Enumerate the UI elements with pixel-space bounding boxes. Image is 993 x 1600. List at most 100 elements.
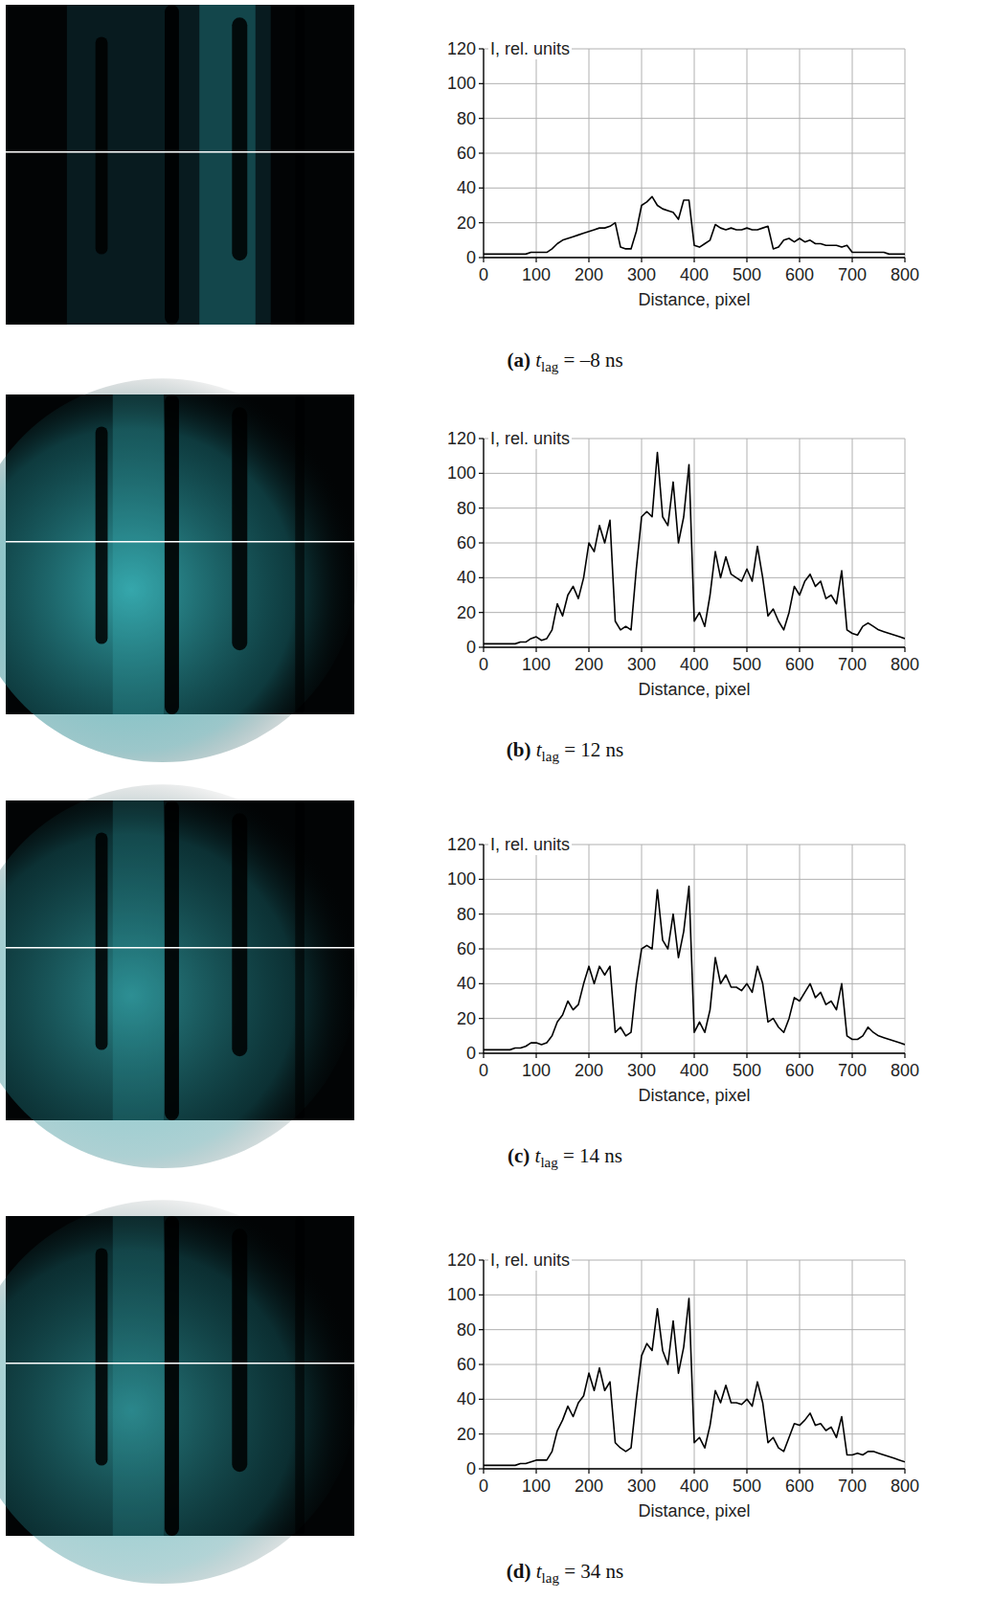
x-tick-label: 100 bbox=[521, 1476, 551, 1496]
y-tick bbox=[478, 1052, 484, 1054]
grid-line-y bbox=[483, 83, 905, 85]
y-tick-label: 80 bbox=[456, 498, 476, 519]
grid-line-y bbox=[483, 187, 905, 189]
x-tick-label: 700 bbox=[837, 654, 867, 675]
bright-band bbox=[112, 1216, 164, 1536]
panel-caption: (d) tlag = 34 ns bbox=[506, 1559, 624, 1586]
x-tick-label: 700 bbox=[837, 1476, 867, 1496]
x-tick bbox=[745, 1468, 747, 1474]
y-tick bbox=[478, 577, 484, 579]
x-tick bbox=[798, 1053, 800, 1059]
y-axis-title: I, rel. units bbox=[490, 835, 570, 855]
x-tick bbox=[535, 1053, 537, 1059]
y-tick bbox=[478, 983, 484, 985]
grid-line-y bbox=[483, 879, 905, 881]
electrode-shadow bbox=[164, 800, 180, 1121]
y-tick bbox=[478, 541, 484, 543]
x-tick-label: 100 bbox=[521, 654, 551, 675]
plot: 0100200300400500600700800020406080100120… bbox=[447, 1249, 920, 1521]
x-axis-title: Distance, pixel bbox=[637, 679, 750, 700]
x-tick-label: 600 bbox=[785, 1476, 814, 1496]
glow bbox=[0, 1199, 359, 1584]
x-tick bbox=[693, 1053, 695, 1059]
y-tick-label: 20 bbox=[456, 1424, 476, 1445]
y-tick-label: 100 bbox=[447, 463, 476, 483]
data-group bbox=[483, 452, 905, 645]
camera-image bbox=[0, 1199, 359, 1584]
electrode-shadow bbox=[95, 1247, 109, 1466]
profile-line bbox=[5, 151, 355, 154]
y-tick-label: 20 bbox=[456, 1009, 476, 1029]
camera-image bbox=[0, 784, 359, 1169]
y-tick-label: 100 bbox=[447, 869, 476, 889]
x-tick bbox=[798, 647, 800, 653]
x-tick bbox=[851, 1468, 853, 1474]
grid-line-y bbox=[483, 473, 905, 474]
camera-image bbox=[5, 4, 355, 325]
caption-subscript: lag bbox=[541, 1570, 561, 1586]
camera-image bbox=[0, 378, 359, 763]
x-tick-label: 300 bbox=[627, 1060, 656, 1081]
y-tick bbox=[478, 1467, 484, 1469]
y-tick-label: 0 bbox=[466, 1043, 476, 1063]
bright-band bbox=[112, 800, 164, 1121]
y-tick-label: 80 bbox=[456, 1320, 476, 1340]
data-group bbox=[483, 1298, 905, 1466]
x-tick-label: 500 bbox=[732, 1060, 762, 1081]
plot: 0100200300400500600700800020406080100120… bbox=[447, 38, 920, 310]
x-tick-label: 0 bbox=[478, 654, 489, 675]
y-tick bbox=[478, 879, 484, 881]
x-tick-label: 800 bbox=[890, 1060, 920, 1081]
intensity-line bbox=[483, 886, 905, 1051]
electrode-shadow bbox=[95, 832, 109, 1050]
y-tick-label: 0 bbox=[466, 1459, 476, 1479]
grid-line-y bbox=[483, 1329, 905, 1331]
y-tick-label: 80 bbox=[456, 109, 476, 129]
label-patch bbox=[488, 834, 572, 856]
grid-line-y bbox=[483, 507, 905, 509]
y-tick-label: 120 bbox=[447, 835, 476, 855]
intensity-line bbox=[483, 196, 905, 254]
electrode-shadow bbox=[231, 1228, 248, 1472]
x-tick bbox=[482, 257, 484, 263]
x-tick bbox=[851, 257, 853, 263]
y-tick-label: 80 bbox=[456, 904, 476, 925]
caption-subscript: lag bbox=[541, 359, 560, 375]
x-tick-label: 600 bbox=[785, 265, 814, 285]
caption-letter: (d) bbox=[506, 1559, 537, 1583]
panel-caption: (c) tlag = 14 ns bbox=[507, 1144, 623, 1171]
y-tick bbox=[478, 611, 484, 613]
y-tick bbox=[478, 152, 484, 154]
grid-line-y bbox=[483, 1294, 905, 1296]
electrode-shadow bbox=[294, 4, 305, 325]
y-tick bbox=[478, 843, 484, 845]
data-group bbox=[483, 886, 905, 1051]
x-tick bbox=[745, 257, 747, 263]
y-tick-label: 0 bbox=[466, 248, 476, 268]
y-tick bbox=[478, 473, 484, 474]
x-tick-label: 300 bbox=[627, 265, 656, 285]
profile-line bbox=[5, 541, 355, 543]
y-axis-title: I, rel. units bbox=[490, 428, 570, 449]
x-tick-label: 800 bbox=[890, 265, 920, 285]
x-tick bbox=[798, 257, 800, 263]
x-tick bbox=[535, 1468, 537, 1474]
grid-line-y bbox=[483, 222, 905, 224]
y-axis-title: I, rel. units bbox=[490, 1250, 570, 1270]
x-tick-label: 400 bbox=[679, 654, 709, 675]
grid-line-y bbox=[483, 948, 905, 950]
x-tick-label: 200 bbox=[574, 654, 604, 675]
y-tick bbox=[478, 947, 484, 949]
y-tick-label: 40 bbox=[456, 178, 476, 198]
y-tick bbox=[478, 507, 484, 509]
grid-line-y bbox=[483, 542, 905, 544]
y-tick-label: 60 bbox=[456, 1354, 476, 1375]
x-tick bbox=[903, 647, 905, 653]
x-tick-label: 500 bbox=[732, 265, 762, 285]
caption-value: = –8 ns bbox=[558, 348, 623, 372]
y-tick-label: 20 bbox=[456, 603, 476, 623]
band-glow bbox=[199, 4, 256, 325]
y-tick bbox=[478, 1259, 484, 1261]
y-tick bbox=[478, 83, 484, 85]
x-tick-label: 800 bbox=[890, 1476, 920, 1496]
